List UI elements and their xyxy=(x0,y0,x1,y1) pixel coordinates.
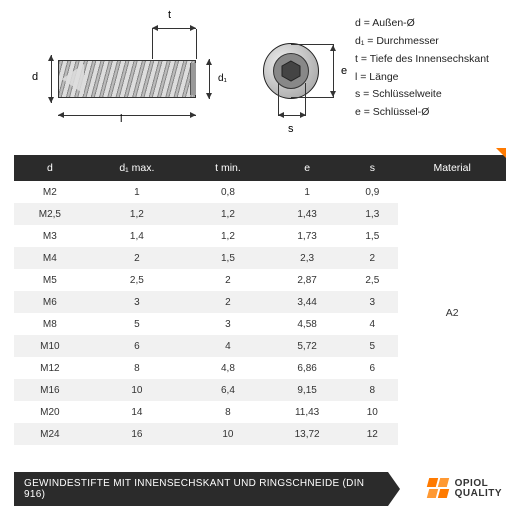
screw-side-view: d l t d₁ xyxy=(40,15,215,130)
table-cell: 1,5 xyxy=(188,247,268,269)
legend-d1: d₁ = Durchmesser xyxy=(355,33,500,51)
logo-text: OPIOL QUALITY xyxy=(455,479,502,499)
table-cell: M16 xyxy=(14,379,86,401)
table-cell: 16 xyxy=(86,423,188,445)
table-cell: 2,87 xyxy=(268,269,346,291)
label-d: d xyxy=(32,71,38,83)
legend-e: e = Schlüssel-Ø xyxy=(355,104,500,122)
table-cell: 8 xyxy=(346,379,398,401)
table-cell: 6 xyxy=(86,335,188,357)
dim-d xyxy=(46,55,58,103)
table-cell: 2,5 xyxy=(86,269,188,291)
table-cell: 1,2 xyxy=(86,203,188,225)
table-cell: M8 xyxy=(14,313,86,335)
table-cell: 1,2 xyxy=(188,203,268,225)
table-cell: M2 xyxy=(14,181,86,203)
footer: GEWINDESTIFTE MIT INNENSECHSKANT UND RIN… xyxy=(14,472,506,506)
table-cell: 0,9 xyxy=(346,181,398,203)
material-cell: A2 xyxy=(398,181,506,445)
table-cell: 1 xyxy=(86,181,188,203)
table-cell: M20 xyxy=(14,401,86,423)
col-header: t min. xyxy=(188,155,268,181)
legend-s: s = Schlüsselweite xyxy=(355,86,500,104)
table-cell: M10 xyxy=(14,335,86,357)
table-cell: 13,72 xyxy=(268,423,346,445)
table-cell: M2,5 xyxy=(14,203,86,225)
table-cell: 10 xyxy=(188,423,268,445)
table-cell: 2 xyxy=(346,247,398,269)
diagram-area: d l t d₁ e s d = Außen-Ø d₁ = Durchmesse… xyxy=(0,0,520,155)
table-cell: 12 xyxy=(346,423,398,445)
table-cell: 6 xyxy=(346,357,398,379)
table-cell: M3 xyxy=(14,225,86,247)
table-cell: 3 xyxy=(188,313,268,335)
table-cell: 1 xyxy=(268,181,346,203)
table-cell: 14 xyxy=(86,401,188,423)
table-cell: 2 xyxy=(188,291,268,313)
col-header: Material xyxy=(398,155,506,181)
dim-e xyxy=(328,45,340,97)
hex-socket-icon xyxy=(279,59,303,83)
label-d1: d₁ xyxy=(218,73,227,84)
table-cell: 8 xyxy=(86,357,188,379)
table-cell: 4,58 xyxy=(268,313,346,335)
accent-triangle-icon xyxy=(496,148,506,158)
table-row: M210,810,9A2 xyxy=(14,181,506,203)
table-cell: 3 xyxy=(346,291,398,313)
dim-s xyxy=(278,110,306,122)
table-cell: 2 xyxy=(86,247,188,269)
table-cell: 6,4 xyxy=(188,379,268,401)
dim-l xyxy=(58,110,196,122)
dim-d1 xyxy=(204,59,216,99)
col-header: d₁ max. xyxy=(86,155,188,181)
table-cell: 0,8 xyxy=(188,181,268,203)
table-cell: 8 xyxy=(188,401,268,423)
table-cell: M5 xyxy=(14,269,86,291)
table-cell: 9,15 xyxy=(268,379,346,401)
table-cell: 11,43 xyxy=(268,401,346,423)
table-cell: 10 xyxy=(86,379,188,401)
footer-title: GEWINDESTIFTE MIT INNENSECHSKANT UND RIN… xyxy=(14,472,388,506)
table-cell: M24 xyxy=(14,423,86,445)
brand-logo: OPIOL QUALITY xyxy=(388,472,506,506)
table-cell: 3,44 xyxy=(268,291,346,313)
col-header: s xyxy=(346,155,398,181)
table-cell: 1,3 xyxy=(346,203,398,225)
col-header: e xyxy=(268,155,346,181)
col-header: d xyxy=(14,155,86,181)
legend-d: d = Außen-Ø xyxy=(355,15,500,33)
table-cell: 2,5 xyxy=(346,269,398,291)
table-cell: M6 xyxy=(14,291,86,313)
label-e: e xyxy=(341,65,347,77)
logo-mark-icon xyxy=(428,478,450,500)
table-cell: M4 xyxy=(14,247,86,269)
legend-t: t = Tiefe des Innensechskant xyxy=(355,51,500,69)
table-cell: 3 xyxy=(86,291,188,313)
table-cell: 6,86 xyxy=(268,357,346,379)
spec-table: dd₁ max.t min.esMaterial M210,810,9A2M2,… xyxy=(14,155,506,445)
label-s: s xyxy=(288,123,294,135)
dim-t xyxy=(152,23,196,35)
table-cell: 1,2 xyxy=(188,225,268,247)
table-cell: 1,4 xyxy=(86,225,188,247)
table-cell: 2,3 xyxy=(268,247,346,269)
label-t: t xyxy=(168,9,171,21)
table-cell: 4 xyxy=(346,313,398,335)
table-cell: 1,5 xyxy=(346,225,398,247)
table-cell: 5 xyxy=(86,313,188,335)
table-cell: 2 xyxy=(188,269,268,291)
table-cell: 5 xyxy=(346,335,398,357)
table-cell: 5,72 xyxy=(268,335,346,357)
table-cell: 1,73 xyxy=(268,225,346,247)
label-l: l xyxy=(120,113,122,125)
screw-front-view: e s xyxy=(255,35,345,140)
table-cell: 1,43 xyxy=(268,203,346,225)
table-cell: M12 xyxy=(14,357,86,379)
table-cell: 4,8 xyxy=(188,357,268,379)
table-cell: 4 xyxy=(188,335,268,357)
table-cell: 10 xyxy=(346,401,398,423)
legend: d = Außen-Ø d₁ = Durchmesser t = Tiefe d… xyxy=(355,15,500,122)
legend-l: l = Länge xyxy=(355,69,500,87)
